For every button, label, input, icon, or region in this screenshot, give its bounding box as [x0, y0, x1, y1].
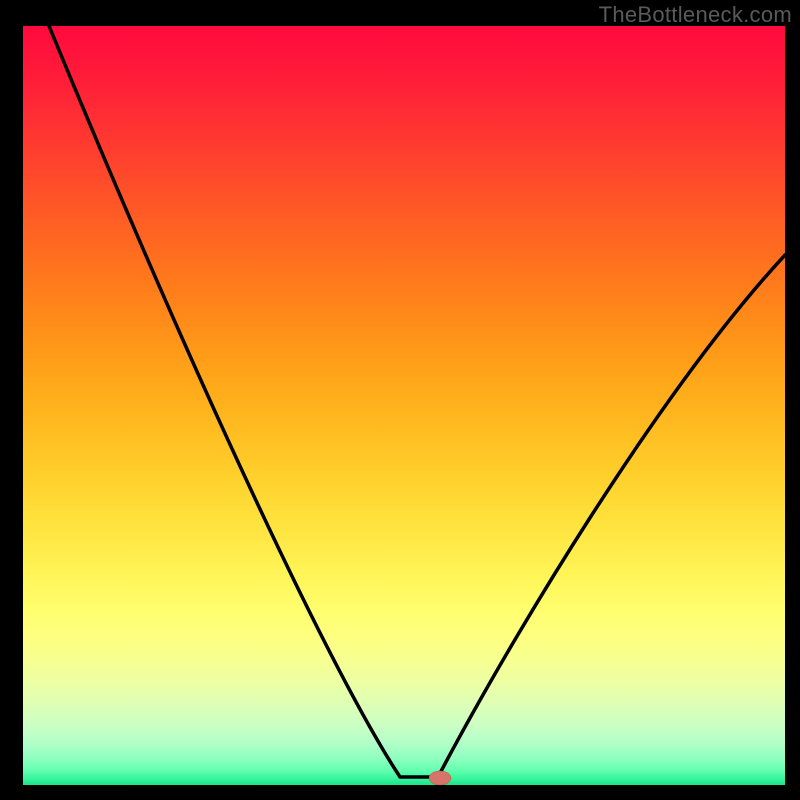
- chart-container: TheBottleneck.com: [0, 0, 800, 800]
- plot-area: [23, 26, 785, 785]
- optimum-marker: [429, 771, 451, 785]
- bottleneck-chart: [0, 0, 800, 800]
- gradient-background: [23, 26, 785, 785]
- watermark-text: TheBottleneck.com: [599, 2, 792, 28]
